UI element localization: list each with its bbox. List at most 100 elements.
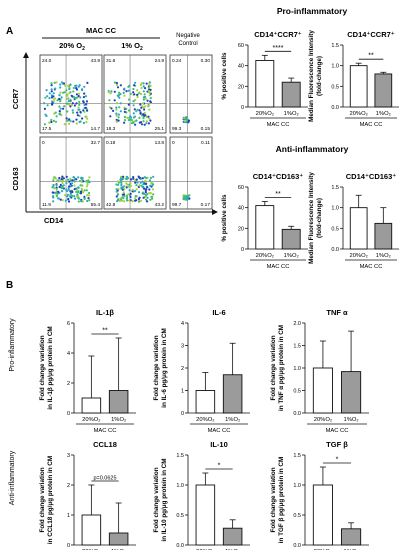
- flow-event-dot: [72, 111, 75, 114]
- y-axis-label: in CCL18 pg/μg protein in CM: [47, 456, 54, 544]
- flow-event-dot: [134, 98, 137, 102]
- flow-event-dot: [126, 175, 129, 179]
- flow-quadrant-value: 17.5: [42, 126, 52, 132]
- flow-quadrant-value: 0.11: [201, 140, 210, 146]
- flow-event-dot: [55, 81, 58, 84]
- flow-event-dot: [56, 180, 60, 183]
- flow-event-dot: [138, 109, 141, 112]
- flow-event-dot: [121, 196, 124, 199]
- flow-event-dot: [54, 120, 58, 123]
- flow-quadrant-value: 0.24: [172, 58, 182, 64]
- flow-plots: 24.0 43.9 17.5 14.7 31.6 24.9 18.3 25.1 0.24 0.30…: [39, 54, 213, 210]
- flow-event-dot: [61, 185, 64, 188]
- flow-event-dot: [127, 185, 130, 188]
- flow-event-dot: [79, 184, 82, 187]
- chart-title: TNF α: [326, 308, 348, 317]
- flow-event-dot: [117, 113, 120, 116]
- flow-event-dot: [149, 198, 152, 201]
- flow-event-dot: [80, 200, 83, 203]
- chart-il6: IL-6 0 1 2 3 4 Fold change variation in IL-6 pg…: [153, 308, 250, 434]
- flow-event-dot: [112, 109, 115, 112]
- flow-event-dot: [118, 199, 122, 202]
- flow-event-dot: [145, 82, 148, 85]
- flow-event-dot: [81, 88, 84, 92]
- flow-event-dot: [68, 92, 71, 95]
- flow-event-dot: [183, 196, 186, 199]
- y-tick-label: 20: [238, 226, 244, 232]
- flow-event-dot: [130, 178, 133, 181]
- y-tick-label: 0: [241, 247, 244, 253]
- chart-title: CD14⁺CD163⁺: [346, 172, 396, 181]
- flow-event-dot: [50, 120, 53, 124]
- flow-event-dot: [55, 187, 58, 190]
- flow-event-dot: [53, 112, 56, 115]
- flow-event-dot: [143, 187, 146, 190]
- y-tick-label: 4: [181, 321, 184, 327]
- flow-event-dot: [87, 197, 90, 200]
- flow-event-dot: [48, 121, 51, 124]
- pro-inflammatory-heading: Pro-inflammatory: [277, 6, 348, 16]
- flow-event-dot: [149, 192, 152, 195]
- flow-event-dot: [58, 185, 61, 189]
- flow-event-dot: [88, 194, 91, 197]
- y-tick-label: 1.0: [293, 366, 301, 372]
- flow-event-dot: [144, 87, 147, 90]
- flow-event-dot: [57, 197, 61, 200]
- flow-event-dot: [143, 93, 146, 96]
- flow-event-dot: [60, 178, 64, 181]
- flow-event-dot: [45, 89, 48, 92]
- flow-event-dot: [51, 191, 54, 194]
- flow-event-dot: [147, 122, 150, 125]
- flow-event-dot: [84, 95, 88, 98]
- flow-event-dot: [135, 119, 138, 122]
- bar-20pct-o2: [195, 484, 216, 546]
- chart-ccl18: CCL18 0 1 2 3 Fold change variation in CCL18 p…: [39, 440, 136, 550]
- y-axis-label: Fold change variation: [270, 335, 277, 400]
- flow-event-dot: [43, 107, 47, 110]
- flow-event-dot: [80, 180, 83, 183]
- flow-event-dot: [65, 189, 69, 193]
- flow-event-dot: [145, 120, 148, 123]
- flow-event-dot: [145, 188, 148, 191]
- flow-event-dot: [73, 104, 76, 107]
- y-axis-label: in TGF β pg/μg protein in CM: [278, 457, 285, 543]
- flow-event-dot: [129, 92, 132, 95]
- flow-event-dot: [138, 121, 141, 124]
- flow-event-dot: [73, 184, 76, 187]
- flow-event-dot: [129, 195, 132, 199]
- flow-quadrant-value: 42.8: [106, 202, 116, 208]
- flow-event-dot: [87, 179, 90, 182]
- y-tick-label: 1: [67, 513, 70, 519]
- flow-event-dot: [185, 121, 188, 124]
- flow-event-dot: [86, 183, 89, 186]
- flow-event-dot: [78, 120, 81, 124]
- flow-event-dot: [77, 200, 80, 203]
- group-label: MAC CC: [326, 428, 349, 434]
- flow-event-dot: [132, 91, 135, 94]
- flow-plot-frame: [103, 136, 167, 210]
- flow-event-dot: [119, 178, 122, 181]
- flow-event-dot: [77, 190, 80, 193]
- flow-plot-ccr7-1: 31.6 24.9 18.3 25.1: [103, 54, 167, 134]
- flow-quadrant-value: 0.30: [201, 58, 211, 64]
- significance-label: **: [368, 53, 374, 60]
- flow-event-dot: [143, 111, 146, 114]
- y-tick-label: 0: [67, 411, 70, 417]
- flow-event-dot: [121, 193, 124, 196]
- flow-event-dot: [66, 110, 69, 113]
- y-axis-label: Fold change variation: [153, 467, 160, 532]
- chart-title: IL-6: [212, 308, 225, 317]
- flow-event-dot: [118, 106, 121, 109]
- flow-event-dot: [69, 100, 72, 103]
- bar-1pct-o2: [341, 371, 362, 414]
- flow-event-dot: [185, 116, 188, 119]
- flow-event-dot: [123, 106, 126, 109]
- flow-event-dot: [115, 188, 118, 191]
- significance-label: ****: [273, 45, 284, 52]
- flow-event-dot: [66, 178, 69, 181]
- flow-event-dot: [142, 196, 145, 199]
- flow-plot-cd163-1: 0.18 13.8 42.8 43.2: [103, 136, 167, 210]
- flow-event-dot: [117, 187, 120, 191]
